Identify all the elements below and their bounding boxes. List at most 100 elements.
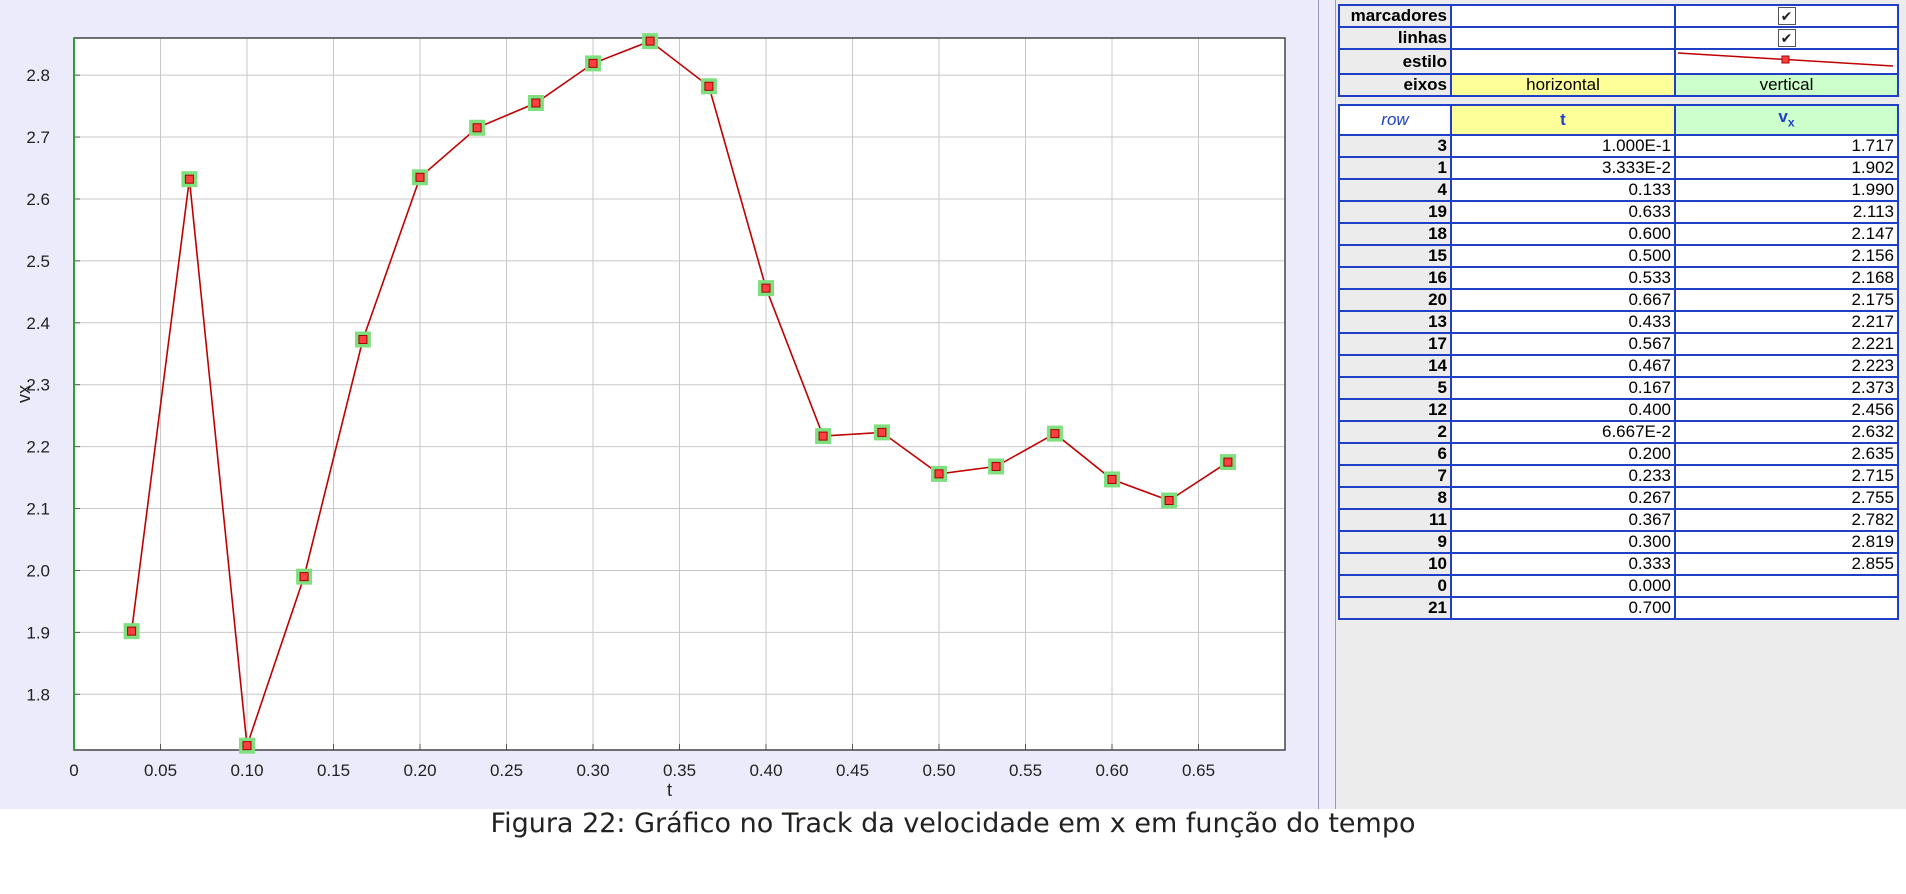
row-number-cell[interactable]: 8 — [1338, 486, 1452, 510]
horizontal-axis-button[interactable]: horizontal — [1450, 73, 1676, 97]
table-row[interactable]: 4 0.133 1.990 — [1338, 178, 1899, 202]
t-cell[interactable]: 0.133 — [1450, 178, 1676, 202]
data-point[interactable] — [761, 283, 771, 293]
row-number-cell[interactable]: 20 — [1338, 288, 1452, 312]
table-row[interactable]: 17 0.567 2.221 — [1338, 332, 1899, 356]
row-number-cell[interactable]: 18 — [1338, 222, 1452, 246]
t-cell[interactable]: 0.233 — [1450, 464, 1676, 488]
table-row[interactable]: 16 0.533 2.168 — [1338, 266, 1899, 290]
vx-cell[interactable]: 2.217 — [1674, 310, 1899, 334]
t-cell[interactable]: 0.567 — [1450, 332, 1676, 356]
vx-cell[interactable]: 1.717 — [1674, 134, 1899, 158]
data-point[interactable] — [818, 431, 828, 441]
t-cell[interactable]: 0.633 — [1450, 200, 1676, 224]
vertical-axis-button[interactable]: vertical — [1674, 73, 1899, 97]
row-number-cell[interactable]: 9 — [1338, 530, 1452, 554]
vx-cell[interactable]: 2.373 — [1674, 376, 1899, 400]
table-row[interactable]: 19 0.633 2.113 — [1338, 200, 1899, 224]
table-row[interactable]: 0 0.000 — [1338, 574, 1899, 598]
row-number-cell[interactable]: 15 — [1338, 244, 1452, 268]
vx-cell[interactable]: 2.782 — [1674, 508, 1899, 532]
vx-cell[interactable]: 2.156 — [1674, 244, 1899, 268]
data-point[interactable] — [1164, 495, 1174, 505]
table-row[interactable]: 10 0.333 2.855 — [1338, 552, 1899, 576]
vx-cell[interactable]: 2.147 — [1674, 222, 1899, 246]
lines-checkbox[interactable]: ✔ — [1777, 29, 1796, 47]
data-point[interactable] — [1223, 457, 1233, 467]
t-cell[interactable]: 0.667 — [1450, 288, 1676, 312]
table-row[interactable]: 15 0.500 2.156 — [1338, 244, 1899, 268]
table-row[interactable]: 9 0.300 2.819 — [1338, 530, 1899, 554]
row-number-cell[interactable]: 5 — [1338, 376, 1452, 400]
table-row[interactable]: 7 0.233 2.715 — [1338, 464, 1899, 488]
t-cell[interactable]: 3.333E-2 — [1450, 156, 1676, 180]
table-row[interactable]: 20 0.667 2.175 — [1338, 288, 1899, 312]
row-number-cell[interactable]: 10 — [1338, 552, 1452, 576]
row-number-cell[interactable]: 3 — [1338, 134, 1452, 158]
t-cell[interactable]: 6.667E-2 — [1450, 420, 1676, 444]
vx-cell[interactable]: 1.990 — [1674, 178, 1899, 202]
data-point[interactable] — [531, 98, 541, 108]
row-number-cell[interactable]: 6 — [1338, 442, 1452, 466]
t-cell[interactable]: 0.000 — [1450, 574, 1676, 598]
t-cell[interactable]: 0.333 — [1450, 552, 1676, 576]
table-row[interactable]: 6 0.200 2.635 — [1338, 442, 1899, 466]
vx-cell[interactable]: 2.635 — [1674, 442, 1899, 466]
table-row[interactable]: 8 0.267 2.755 — [1338, 486, 1899, 510]
table-row[interactable]: 5 0.167 2.373 — [1338, 376, 1899, 400]
t-cell[interactable]: 0.400 — [1450, 398, 1676, 422]
row-number-cell[interactable]: 11 — [1338, 508, 1452, 532]
vx-cell[interactable]: 2.456 — [1674, 398, 1899, 422]
vx-cell[interactable]: 2.755 — [1674, 486, 1899, 510]
vx-cell[interactable]: 2.819 — [1674, 530, 1899, 554]
table-row[interactable]: 14 0.467 2.223 — [1338, 354, 1899, 378]
t-cell[interactable]: 0.533 — [1450, 266, 1676, 290]
data-point[interactable] — [991, 461, 1001, 471]
table-row[interactable]: 1 3.333E-2 1.902 — [1338, 156, 1899, 180]
data-point[interactable] — [299, 572, 309, 582]
table-row[interactable]: 11 0.367 2.782 — [1338, 508, 1899, 532]
vx-cell[interactable]: 2.715 — [1674, 464, 1899, 488]
data-point[interactable] — [127, 626, 137, 636]
data-point[interactable] — [242, 741, 252, 751]
row-number-cell[interactable]: 1 — [1338, 156, 1452, 180]
row-column-header[interactable]: row — [1338, 104, 1452, 136]
t-cell[interactable]: 0.433 — [1450, 310, 1676, 334]
vx-cell[interactable] — [1674, 596, 1899, 620]
data-point[interactable] — [184, 174, 194, 184]
splitter-handle[interactable] — [1318, 0, 1336, 809]
row-number-cell[interactable]: 14 — [1338, 354, 1452, 378]
row-number-cell[interactable]: 2 — [1338, 420, 1452, 444]
t-cell[interactable]: 0.200 — [1450, 442, 1676, 466]
row-number-cell[interactable]: 19 — [1338, 200, 1452, 224]
data-point[interactable] — [588, 58, 598, 68]
row-number-cell[interactable]: 12 — [1338, 398, 1452, 422]
vx-cell[interactable]: 2.113 — [1674, 200, 1899, 224]
table-row[interactable]: 12 0.400 2.456 — [1338, 398, 1899, 422]
data-point[interactable] — [415, 172, 425, 182]
t-cell[interactable]: 0.700 — [1450, 596, 1676, 620]
t-cell[interactable]: 0.600 — [1450, 222, 1676, 246]
data-point[interactable] — [877, 427, 887, 437]
table-row[interactable]: 2 6.667E-2 2.632 — [1338, 420, 1899, 444]
row-number-cell[interactable]: 7 — [1338, 464, 1452, 488]
data-point[interactable] — [358, 335, 368, 345]
vx-cell[interactable]: 1.902 — [1674, 156, 1899, 180]
vx-cell[interactable] — [1674, 574, 1899, 598]
vx-cell[interactable]: 2.855 — [1674, 552, 1899, 576]
velocity-chart[interactable]: 0 0.05 0.10 0.15 0.20 0.25 0.30 0.35 0.40 0.45 0.5… — [0, 0, 1318, 809]
markers-checkbox[interactable]: ✔ — [1777, 7, 1796, 25]
t-cell[interactable]: 0.467 — [1450, 354, 1676, 378]
data-point[interactable] — [704, 81, 714, 91]
table-row[interactable]: 21 0.700 — [1338, 596, 1899, 620]
table-row[interactable]: 13 0.433 2.217 — [1338, 310, 1899, 334]
vx-cell[interactable]: 2.168 — [1674, 266, 1899, 290]
row-number-cell[interactable]: 16 — [1338, 266, 1452, 290]
row-number-cell[interactable]: 0 — [1338, 574, 1452, 598]
row-number-cell[interactable]: 21 — [1338, 596, 1452, 620]
row-number-cell[interactable]: 4 — [1338, 178, 1452, 202]
data-point[interactable] — [1050, 429, 1060, 439]
t-cell[interactable]: 0.267 — [1450, 486, 1676, 510]
t-column-header[interactable]: t — [1450, 104, 1676, 136]
style-preview[interactable] — [1674, 48, 1899, 75]
